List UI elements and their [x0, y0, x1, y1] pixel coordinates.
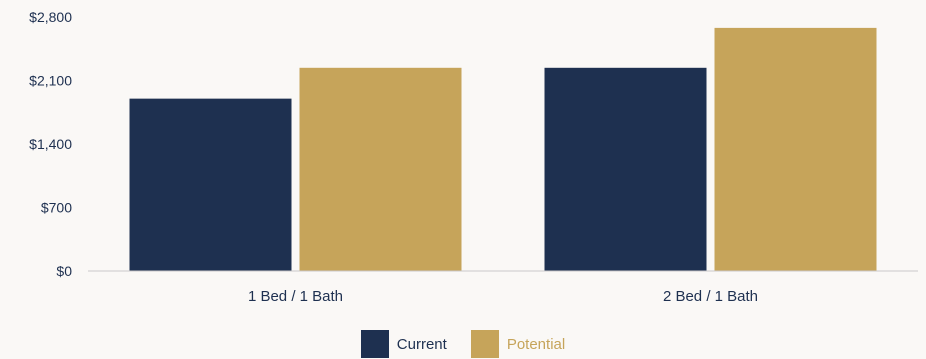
- bar-current-1: [129, 98, 292, 272]
- y-axis: $0 $700 $1,400 $2,100 $2,800: [29, 9, 72, 279]
- bar-potential-1: [299, 67, 462, 271]
- legend-item-current: Current: [360, 330, 447, 358]
- y-tick-label: $0: [56, 263, 72, 279]
- x-axis: 1 Bed / 1 Bath 2 Bed / 1 Bath: [248, 288, 758, 305]
- legend-swatch-potential: [470, 330, 499, 358]
- bars: [129, 27, 877, 272]
- bar-chart: $0 $700 $1,400 $2,100 $2,800 1 Bed / 1 Bath 2…: [29, 9, 918, 305]
- y-tick-label: $2,800: [29, 9, 72, 25]
- bar-potential-2: [714, 27, 877, 272]
- legend-label-current: Current: [396, 335, 447, 353]
- y-tick-label: $2,100: [29, 73, 72, 89]
- legend-swatch-current: [360, 330, 389, 358]
- legend: Current Potential: [0, 330, 926, 358]
- legend-label-potential: Potential: [506, 335, 566, 353]
- bar-current-2: [544, 67, 707, 271]
- legend-item-potential: Potential: [470, 330, 566, 358]
- y-tick-label: $1,400: [29, 136, 72, 152]
- y-tick-label: $700: [41, 200, 72, 216]
- x-tick-label: 2 Bed / 1 Bath: [663, 288, 758, 305]
- x-tick-label: 1 Bed / 1 Bath: [248, 288, 343, 305]
